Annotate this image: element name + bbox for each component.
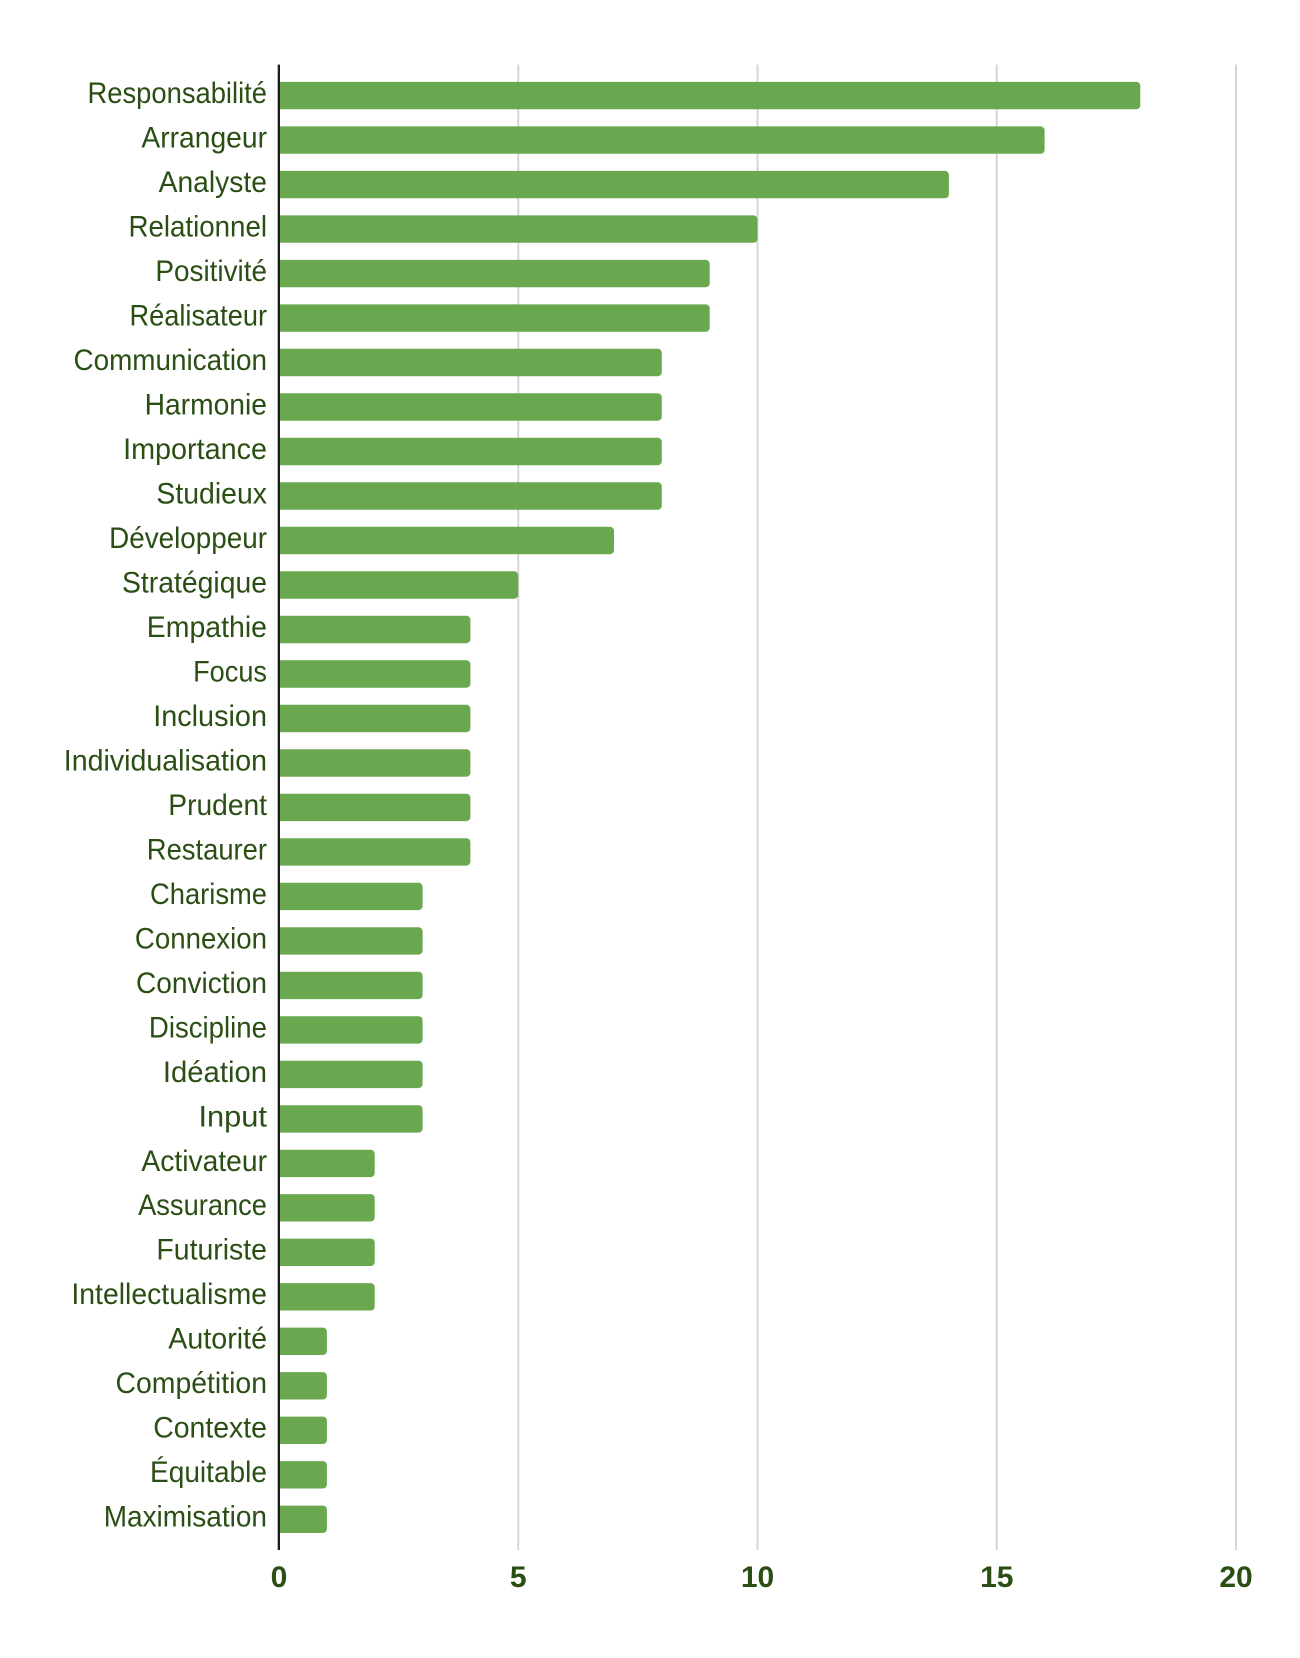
svg-text:Studieux: Studieux — [156, 477, 267, 510]
svg-text:Prudent: Prudent — [168, 789, 267, 822]
svg-text:Activateur: Activateur — [141, 1145, 267, 1178]
svg-text:Charisme: Charisme — [150, 878, 267, 911]
svg-text:0: 0 — [271, 1561, 288, 1594]
svg-text:Assurance: Assurance — [138, 1189, 267, 1222]
svg-text:Arrangeur: Arrangeur — [141, 122, 267, 155]
svg-text:Inclusion: Inclusion — [153, 700, 267, 733]
svg-text:Futuriste: Futuriste — [156, 1234, 267, 1267]
svg-text:15: 15 — [980, 1561, 1013, 1594]
svg-text:Discipline: Discipline — [149, 1011, 267, 1044]
svg-text:Analyste: Analyste — [159, 166, 267, 199]
svg-text:10: 10 — [741, 1561, 774, 1594]
svg-text:Connexion: Connexion — [135, 922, 267, 955]
svg-text:Idéation: Idéation — [163, 1056, 267, 1089]
svg-text:Communication: Communication — [74, 344, 268, 377]
svg-text:Autorité: Autorité — [168, 1323, 267, 1356]
svg-text:Équitable: Équitable — [150, 1456, 267, 1489]
svg-text:Réalisateur: Réalisateur — [130, 299, 268, 332]
svg-text:Input: Input — [199, 1100, 268, 1133]
svg-text:Focus: Focus — [193, 655, 267, 688]
svg-text:Responsabilité: Responsabilité — [88, 77, 268, 110]
svg-text:20: 20 — [1219, 1561, 1252, 1594]
svg-text:Empathie: Empathie — [147, 611, 267, 644]
svg-text:Intellectualisme: Intellectualisme — [71, 1278, 267, 1311]
svg-text:Développeur: Développeur — [109, 522, 267, 555]
svg-text:5: 5 — [510, 1561, 527, 1594]
svg-text:Positivité: Positivité — [155, 255, 267, 288]
svg-text:Stratégique: Stratégique — [122, 566, 267, 599]
svg-text:Maximisation: Maximisation — [104, 1501, 267, 1534]
svg-text:Compétition: Compétition — [116, 1367, 268, 1400]
svg-text:Relationnel: Relationnel — [129, 211, 268, 244]
svg-text:Individualisation: Individualisation — [64, 744, 267, 777]
svg-text:Conviction: Conviction — [136, 967, 267, 1000]
svg-text:Harmonie: Harmonie — [145, 388, 267, 421]
svg-text:Importance: Importance — [123, 433, 267, 466]
svg-text:Restaurer: Restaurer — [147, 833, 267, 866]
svg-text:Contexte: Contexte — [153, 1412, 267, 1445]
